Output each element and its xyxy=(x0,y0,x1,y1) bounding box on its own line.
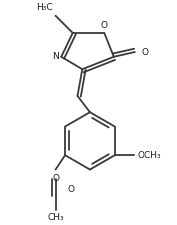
Text: O: O xyxy=(142,47,149,56)
Text: O: O xyxy=(52,174,59,183)
Text: N: N xyxy=(53,52,59,61)
Text: OCH₃: OCH₃ xyxy=(138,151,161,160)
Text: O: O xyxy=(67,185,74,194)
Text: CH₃: CH₃ xyxy=(47,214,64,223)
Text: O: O xyxy=(101,21,108,30)
Text: H₃C: H₃C xyxy=(36,3,53,12)
